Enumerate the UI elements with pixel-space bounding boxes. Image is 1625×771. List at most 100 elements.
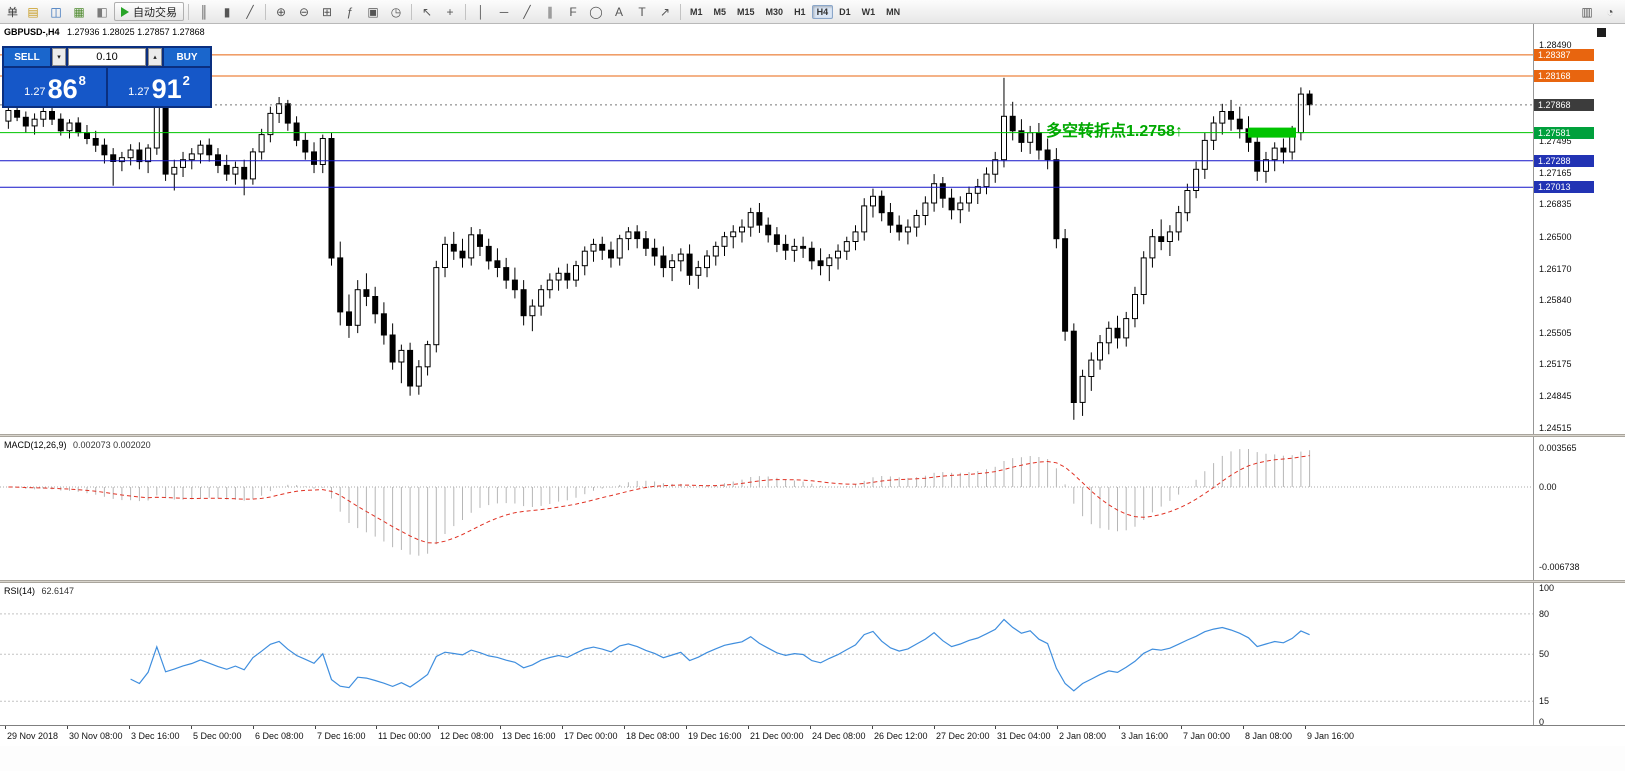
toolbar-separator: [465, 3, 466, 20]
zoom-in-icon[interactable]: ⊕: [275, 4, 287, 19]
rsi-value: 62.6147: [41, 586, 75, 596]
time-label: 6 Dec 08:00: [255, 731, 304, 741]
buy-button[interactable]: BUY: [164, 48, 210, 66]
time-label: 21 Dec 00:00: [750, 731, 804, 741]
arrows-icon[interactable]: ↗: [659, 4, 671, 19]
volume-decrease-button[interactable]: ▾: [52, 48, 66, 66]
new-order-icon[interactable]: ▤: [27, 4, 39, 19]
time-label: 31 Dec 04:00: [997, 731, 1051, 741]
sell-price-prefix: 1.27: [24, 86, 46, 99]
label-icon[interactable]: T: [638, 4, 646, 19]
rsi-chart[interactable]: [0, 583, 1533, 725]
market-watch-icon[interactable]: ◧: [96, 4, 108, 19]
new-order-label-fragment[interactable]: 单: [7, 6, 18, 19]
macd-chart[interactable]: [0, 437, 1533, 580]
time-axis[interactable]: 29 Nov 2018 30 Nov 08:00 3 Dec 16:00 5 Dec …: [0, 725, 1625, 746]
macd-axis-tick: 0.003565: [1539, 443, 1577, 453]
vertical-line-icon[interactable]: │: [477, 4, 485, 19]
periods-icon[interactable]: ◷: [390, 4, 402, 19]
price-tick: 1.26170: [1539, 264, 1572, 274]
indicators-icon[interactable]: ƒ: [346, 4, 354, 19]
time-label: 24 Dec 08:00: [812, 731, 866, 741]
volume-increase-button[interactable]: ▴: [148, 48, 162, 66]
price-tick: 1.25840: [1539, 295, 1572, 305]
time-tick: [810, 726, 811, 729]
panel-splitter[interactable]: [0, 434, 1625, 437]
time-tick: [191, 726, 192, 729]
profiles-icon[interactable]: ▦: [73, 4, 85, 19]
macd-values: 0.002073 0.002020: [73, 440, 151, 450]
line-chart-icon[interactable]: ╱: [246, 4, 254, 19]
price-chart-panel: 多空转折点1.2758↑ GBPUSD-,H4 1.27936 1.28025 …: [0, 24, 1625, 434]
help-icon[interactable]: ◔: [1606, 4, 1614, 19]
right-toolbar-group: ▥ ◔: [1576, 2, 1621, 22]
rsi-axis[interactable]: 100 80 50 15 0: [1533, 583, 1625, 727]
time-tick: [1305, 726, 1306, 729]
time-tick: [253, 726, 254, 729]
price-badge: 1.27581: [1534, 127, 1594, 139]
crosshair-icon[interactable]: +: [446, 4, 454, 19]
status-strip: [0, 746, 1625, 771]
sell-price-button[interactable]: 1.27 86 8: [4, 68, 106, 106]
toolbar-separator: [411, 3, 412, 20]
price-badge: 1.27288: [1534, 155, 1594, 167]
volume-input[interactable]: [68, 48, 146, 66]
buy-price-button[interactable]: 1.27 91 2: [108, 68, 210, 106]
print-icon[interactable]: ▥: [1581, 4, 1593, 19]
time-tick: [500, 726, 501, 729]
price-tick: 1.25175: [1539, 359, 1572, 369]
trendline-icon[interactable]: ╱: [523, 4, 531, 19]
pointer-toolbar-group: ↖ +: [416, 2, 461, 22]
price-axis[interactable]: 1.28490 1.27495 1.27165 1.26835 1.26500 1.261…: [1533, 24, 1625, 434]
time-tick: [872, 726, 873, 729]
price-tick: 1.25505: [1539, 328, 1572, 338]
timeframe-H4[interactable]: H4: [811, 4, 834, 19]
timeframe-M30[interactable]: M30: [765, 6, 784, 17]
shapes-icon[interactable]: ◯: [589, 4, 603, 19]
tile-windows-icon[interactable]: ⊞: [321, 4, 333, 19]
timeframe-M15[interactable]: M15: [737, 6, 755, 17]
chart-type-toolbar-group: ║ ▮ ╱: [193, 2, 261, 22]
templates-icon[interactable]: ▣: [367, 4, 379, 19]
play-icon: [121, 6, 129, 17]
cursor-icon[interactable]: ↖: [421, 4, 433, 19]
timeframe-D1[interactable]: D1: [839, 6, 851, 17]
time-tick: [748, 726, 749, 729]
macd-axis[interactable]: 0.003565 0.00 -0.006738: [1533, 437, 1625, 580]
time-tick: [562, 726, 563, 729]
timeframe-H1[interactable]: H1: [794, 6, 806, 17]
rsi-axis-tick: 50: [1539, 649, 1550, 659]
autotrading-label: 自动交易: [133, 6, 177, 19]
zoom-out-icon[interactable]: ⊖: [298, 4, 310, 19]
channel-icon[interactable]: ∥: [547, 4, 553, 19]
time-tick: [1057, 726, 1058, 729]
time-label: 19 Dec 16:00: [688, 731, 742, 741]
time-label: 12 Dec 08:00: [440, 731, 494, 741]
time-label: 11 Dec 00:00: [378, 731, 431, 741]
macd-name: MACD(12,26,9): [4, 440, 67, 450]
buy-price-main: 91: [151, 74, 182, 105]
text-icon[interactable]: A: [614, 4, 623, 19]
timeframe-W1[interactable]: W1: [861, 6, 876, 17]
horizontal-line-icon[interactable]: ─: [499, 4, 509, 19]
sell-price-pip: 8: [78, 73, 86, 88]
rsi-label: RSI(14) 62.6147: [4, 586, 74, 596]
timeframe-MN[interactable]: MN: [886, 6, 901, 17]
timeframe-M1[interactable]: M1: [690, 6, 703, 17]
time-label: 30 Nov 08:00: [69, 731, 123, 741]
autotrading-button[interactable]: 自动交易: [114, 2, 184, 21]
timeframe-M5[interactable]: M5: [713, 6, 727, 17]
drawing-toolbar-group: │ ─ ╱ ∥ F ◯ A T ↗: [470, 2, 676, 22]
macd-label: MACD(12,26,9) 0.002073 0.002020: [4, 440, 151, 450]
charts-icon[interactable]: ◫: [50, 4, 62, 19]
time-label: 7 Dec 16:00: [317, 731, 366, 741]
bar-chart-icon[interactable]: ║: [199, 4, 209, 19]
sell-button[interactable]: SELL: [4, 48, 50, 66]
fibonacci-icon[interactable]: F: [569, 4, 577, 19]
candlestick-chart[interactable]: 多空转折点1.2758↑: [0, 24, 1533, 434]
candlestick-chart-icon[interactable]: ▮: [223, 4, 231, 19]
buy-price-pip: 2: [182, 73, 190, 88]
symbol-period-label: GBPUSD-,H4: [4, 27, 60, 37]
panel-splitter[interactable]: [0, 580, 1625, 583]
